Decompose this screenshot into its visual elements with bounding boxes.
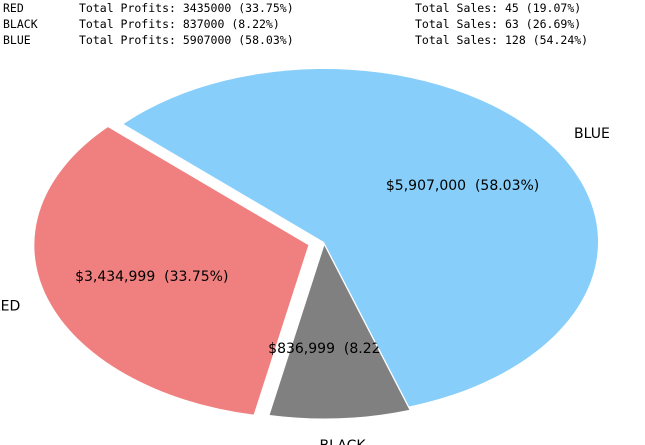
summary-table: RED Total Profits: 3435000 (33.75%) Tota… xyxy=(0,0,645,52)
summary-profits: Total Profits: 3435000 (33.75%) xyxy=(79,1,294,15)
value-label-red: $3,434,999 (33.75%) xyxy=(75,269,228,285)
value-label-black: $836,999 (8.22%) xyxy=(268,341,399,357)
summary-sales: Total Sales: 63 (26.69%) xyxy=(415,17,582,31)
summary-row-blue: BLUE Total Profits: 5907000 (58.03%) Tot… xyxy=(0,32,645,49)
category-label-red: RED xyxy=(0,298,20,314)
pie-slice-black xyxy=(269,245,410,419)
pie-slice-blue xyxy=(123,69,598,407)
category-label-black: BLACK xyxy=(320,438,367,445)
pie-slice-red xyxy=(34,127,309,415)
summary-profits: Total Profits: 837000 (8.22%) xyxy=(79,17,280,31)
summary-name: BLACK xyxy=(3,17,38,31)
category-label-blue: BLUE xyxy=(574,126,610,142)
value-label-blue: $5,907,000 (58.03%) xyxy=(386,178,539,194)
summary-name: RED xyxy=(3,1,24,15)
summary-sales: Total Sales: 45 (19.07%) xyxy=(415,1,582,15)
summary-row-red: RED Total Profits: 3435000 (33.75%) Tota… xyxy=(0,0,645,17)
summary-row-black: BLACK Total Profits: 837000 (8.22%) Tota… xyxy=(0,16,645,33)
summary-profits: Total Profits: 5907000 (58.03%) xyxy=(79,33,294,47)
summary-sales: Total Sales: 128 (54.24%) xyxy=(415,33,589,47)
summary-name: BLUE xyxy=(3,33,31,47)
